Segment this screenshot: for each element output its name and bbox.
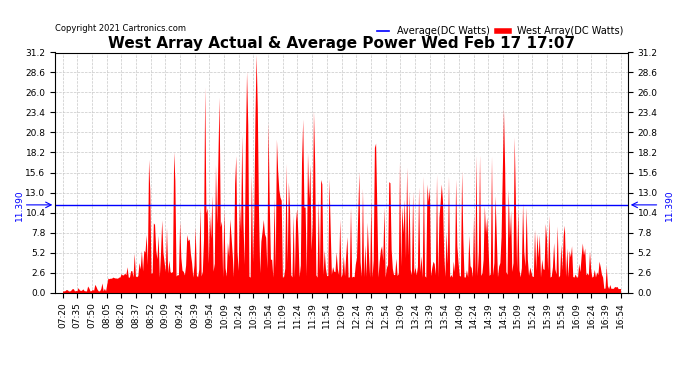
Legend: Average(DC Watts), West Array(DC Watts): Average(DC Watts), West Array(DC Watts) (377, 26, 623, 36)
Text: 11.390: 11.390 (14, 189, 23, 221)
Text: Copyright 2021 Cartronics.com: Copyright 2021 Cartronics.com (55, 24, 186, 33)
Text: 11.390: 11.390 (665, 189, 674, 221)
Title: West Array Actual & Average Power Wed Feb 17 17:07: West Array Actual & Average Power Wed Fe… (108, 36, 575, 51)
